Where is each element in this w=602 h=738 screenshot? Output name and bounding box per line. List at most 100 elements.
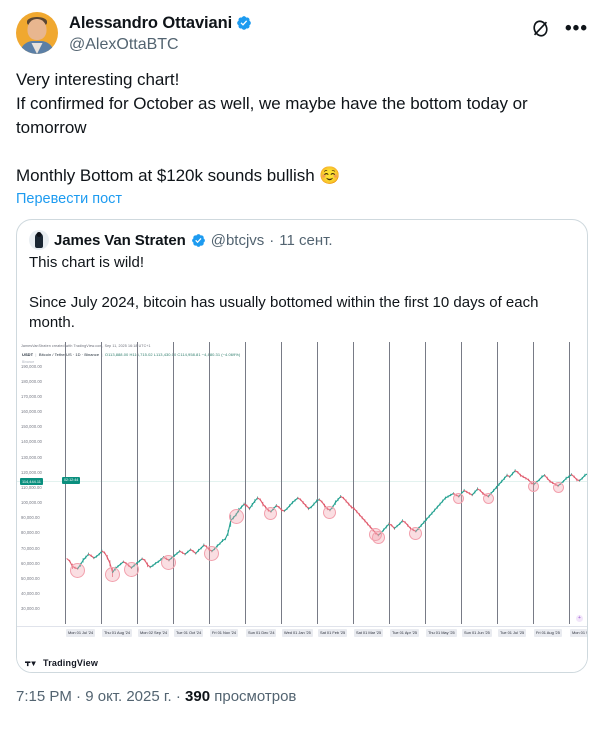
chart-x-tick-label: Thu 01 Aug '24 — [102, 628, 133, 637]
chart-bottom-marker — [204, 545, 220, 561]
chart-y-tick-label: 130,000.00 — [21, 454, 42, 460]
tradingview-chart[interactable]: JamesVanStraten created with TradingView… — [17, 342, 587, 638]
tweet-footer: 7:15 PM · 9 окт. 2025 г. · 390 просмотро… — [0, 673, 602, 707]
tradingview-label: TradingView — [43, 658, 99, 668]
chart-x-tick-label: Sat 01 Mar '25 — [354, 628, 384, 637]
quoted-avatar[interactable] — [29, 230, 49, 250]
chart-legend-secondary: Binance — [22, 360, 35, 364]
chart-x-tick-label: Sat 01 Feb '25 — [318, 628, 348, 637]
chart-x-tick-label: Tue 01 Apr '25 — [390, 628, 420, 637]
chart-x-tick-label: Thu 01 May '25 — [426, 628, 457, 637]
chart-y-tick-label: 50,000.00 — [21, 575, 40, 581]
chart-legend-symbol: USDT — [22, 352, 34, 357]
chart-x-tick-label: Mon 02 Sep '24 — [138, 628, 170, 637]
chart-y-tick-label: 110,000.00 — [21, 484, 42, 490]
chart-bottom-marker — [228, 509, 244, 525]
quoted-display-name[interactable]: James Van Straten — [54, 231, 186, 249]
quoted-avatar-head — [36, 232, 42, 237]
chart-x-tick-label: Sun 01 Dec '24 — [246, 628, 277, 637]
chart-x-tick-label: Sun 01 Jun '25 — [462, 628, 492, 637]
quoted-verified-badge-icon — [191, 233, 205, 247]
quoted-tweet-text: This chart is wild! Since July 2024, bit… — [17, 250, 587, 333]
chart-y-tick-label: 60,000.00 — [21, 560, 40, 566]
tweet-line-3: Monthly Bottom at $120k sounds bullish ☺… — [16, 166, 341, 185]
more-options-icon[interactable]: ••• — [565, 17, 588, 39]
chart-month-separator — [173, 342, 175, 624]
chart-y-tick-label: 120,000.00 — [21, 469, 42, 475]
chart-y-tick-label: 180,000.00 — [21, 378, 42, 384]
chart-month-separator — [209, 342, 211, 624]
chart-y-tick-label: 160,000.00 — [21, 409, 42, 415]
tweet-line-1: Very interesting chart! — [16, 70, 180, 89]
chart-x-tick-label: Tue 01 Jul '25 — [498, 628, 527, 637]
author-display-name[interactable]: Alessandro Ottaviani — [69, 14, 233, 32]
chart-bottom-marker — [161, 554, 177, 570]
chart-legend-description: Bitcoin / TetherUS · 1D · Binance — [38, 352, 100, 357]
quoted-tweet-card[interactable]: James Van Straten @btcjvs · 11 сент. Thi… — [16, 219, 588, 673]
chart-x-tick-label: Mon 01 Jul '24 — [66, 628, 96, 637]
avatar-collar — [31, 43, 43, 54]
chart-current-price-line — [17, 480, 587, 482]
tradingview-logo-icon — [25, 661, 36, 667]
chart-month-separator — [245, 342, 247, 624]
quoted-line-1: This chart is wild! — [29, 254, 145, 271]
chart-y-tick-label: 40,000.00 — [21, 591, 40, 597]
quoted-tweet-header: James Van Straten @btcjvs · 11 сент. — [17, 220, 587, 250]
chart-bottom-marker — [70, 563, 86, 579]
chart-y-tick-label: 150,000.00 — [21, 424, 42, 430]
header-actions: ••• — [530, 12, 588, 39]
quoted-avatar-figure — [35, 233, 43, 248]
tradingview-branding: TradingView — [25, 658, 98, 668]
tweet-header: Alessandro Ottaviani @AlexOttaBTC ••• — [0, 0, 602, 62]
chart-bottom-marker — [453, 493, 465, 505]
chart-bottom-marker — [371, 530, 385, 544]
chart-y-tick-label: 190,000.00 — [21, 363, 42, 369]
chart-meta-line: JamesVanStraten created with TradingView… — [21, 344, 151, 348]
chart-y-tick-label: 80,000.00 — [21, 530, 40, 536]
quoted-handle[interactable]: @btcjvs — [210, 231, 265, 249]
chart-month-separator — [137, 342, 139, 624]
tweet-date: 9 окт. 2025 г. — [85, 688, 172, 705]
chart-y-tick-label: 140,000.00 — [21, 439, 42, 445]
author-handle[interactable]: @AlexOttaBTC — [69, 36, 179, 53]
chart-month-separator — [281, 342, 283, 624]
chart-y-tick-label: 170,000.00 — [21, 393, 42, 399]
views-label: просмотров — [214, 688, 297, 705]
chart-y-tick-label: 70,000.00 — [21, 545, 40, 551]
chart-y-tick-label: 30,000.00 — [21, 606, 40, 612]
chart-y-tick-label: 100,000.00 — [21, 500, 42, 506]
chart-time-axis: Mon 01 Jul '24 Thu 01 Aug '24 Mon 02 Sep '… — [17, 626, 587, 638]
author-name-row: Alessandro Ottaviani — [69, 13, 530, 33]
chart-month-separator — [569, 342, 571, 624]
quoted-blank-line — [29, 273, 575, 293]
chart-x-tick-label: Tue 01 Oct '24 — [174, 628, 204, 637]
chart-legend-ohlc: O113,888.00 H116,715.02 L113,430.00 C114… — [104, 352, 241, 357]
views-count: 390 — [185, 688, 211, 705]
avatar[interactable] — [16, 12, 58, 54]
chart-bottom-marker — [264, 507, 278, 521]
chart-x-tick-label: Mon 01 Sep '25 — [570, 628, 587, 637]
chart-bottom-marker — [123, 562, 139, 578]
chart-month-separator — [101, 342, 103, 624]
chart-price-series — [66, 469, 587, 577]
chart-bottom-marker — [552, 482, 564, 494]
avatar-face — [27, 19, 47, 40]
quoted-date[interactable]: 11 сент. — [279, 231, 333, 249]
translate-post-link[interactable]: Перевести пост — [16, 191, 123, 207]
chart-countdown-tag: 02:12:44 — [62, 477, 81, 485]
tweet-text: Very interesting chart! If confirmed for… — [0, 62, 602, 188]
chart-month-separator — [425, 342, 427, 624]
chart-image[interactable]: JamesVanStraten created with TradingView… — [17, 342, 587, 672]
tweet-line-2: If confirmed for October as well, we may… — [16, 94, 528, 137]
chart-month-separator — [389, 342, 391, 624]
tweet-blank-line — [16, 140, 586, 164]
verified-badge-icon — [237, 16, 251, 30]
chart-plus-badge[interactable]: + — [576, 615, 583, 622]
chart-bottom-marker — [105, 566, 121, 582]
chart-current-price-tag: 114,444.11 — [20, 477, 43, 485]
author-block: Alessandro Ottaviani @AlexOttaBTC — [69, 12, 530, 55]
grok-icon[interactable] — [530, 18, 551, 39]
chart-bottom-marker — [409, 526, 423, 540]
quoted-separator: · — [269, 231, 275, 249]
chart-x-tick-label: Fri 01 Nov '24 — [210, 628, 239, 637]
